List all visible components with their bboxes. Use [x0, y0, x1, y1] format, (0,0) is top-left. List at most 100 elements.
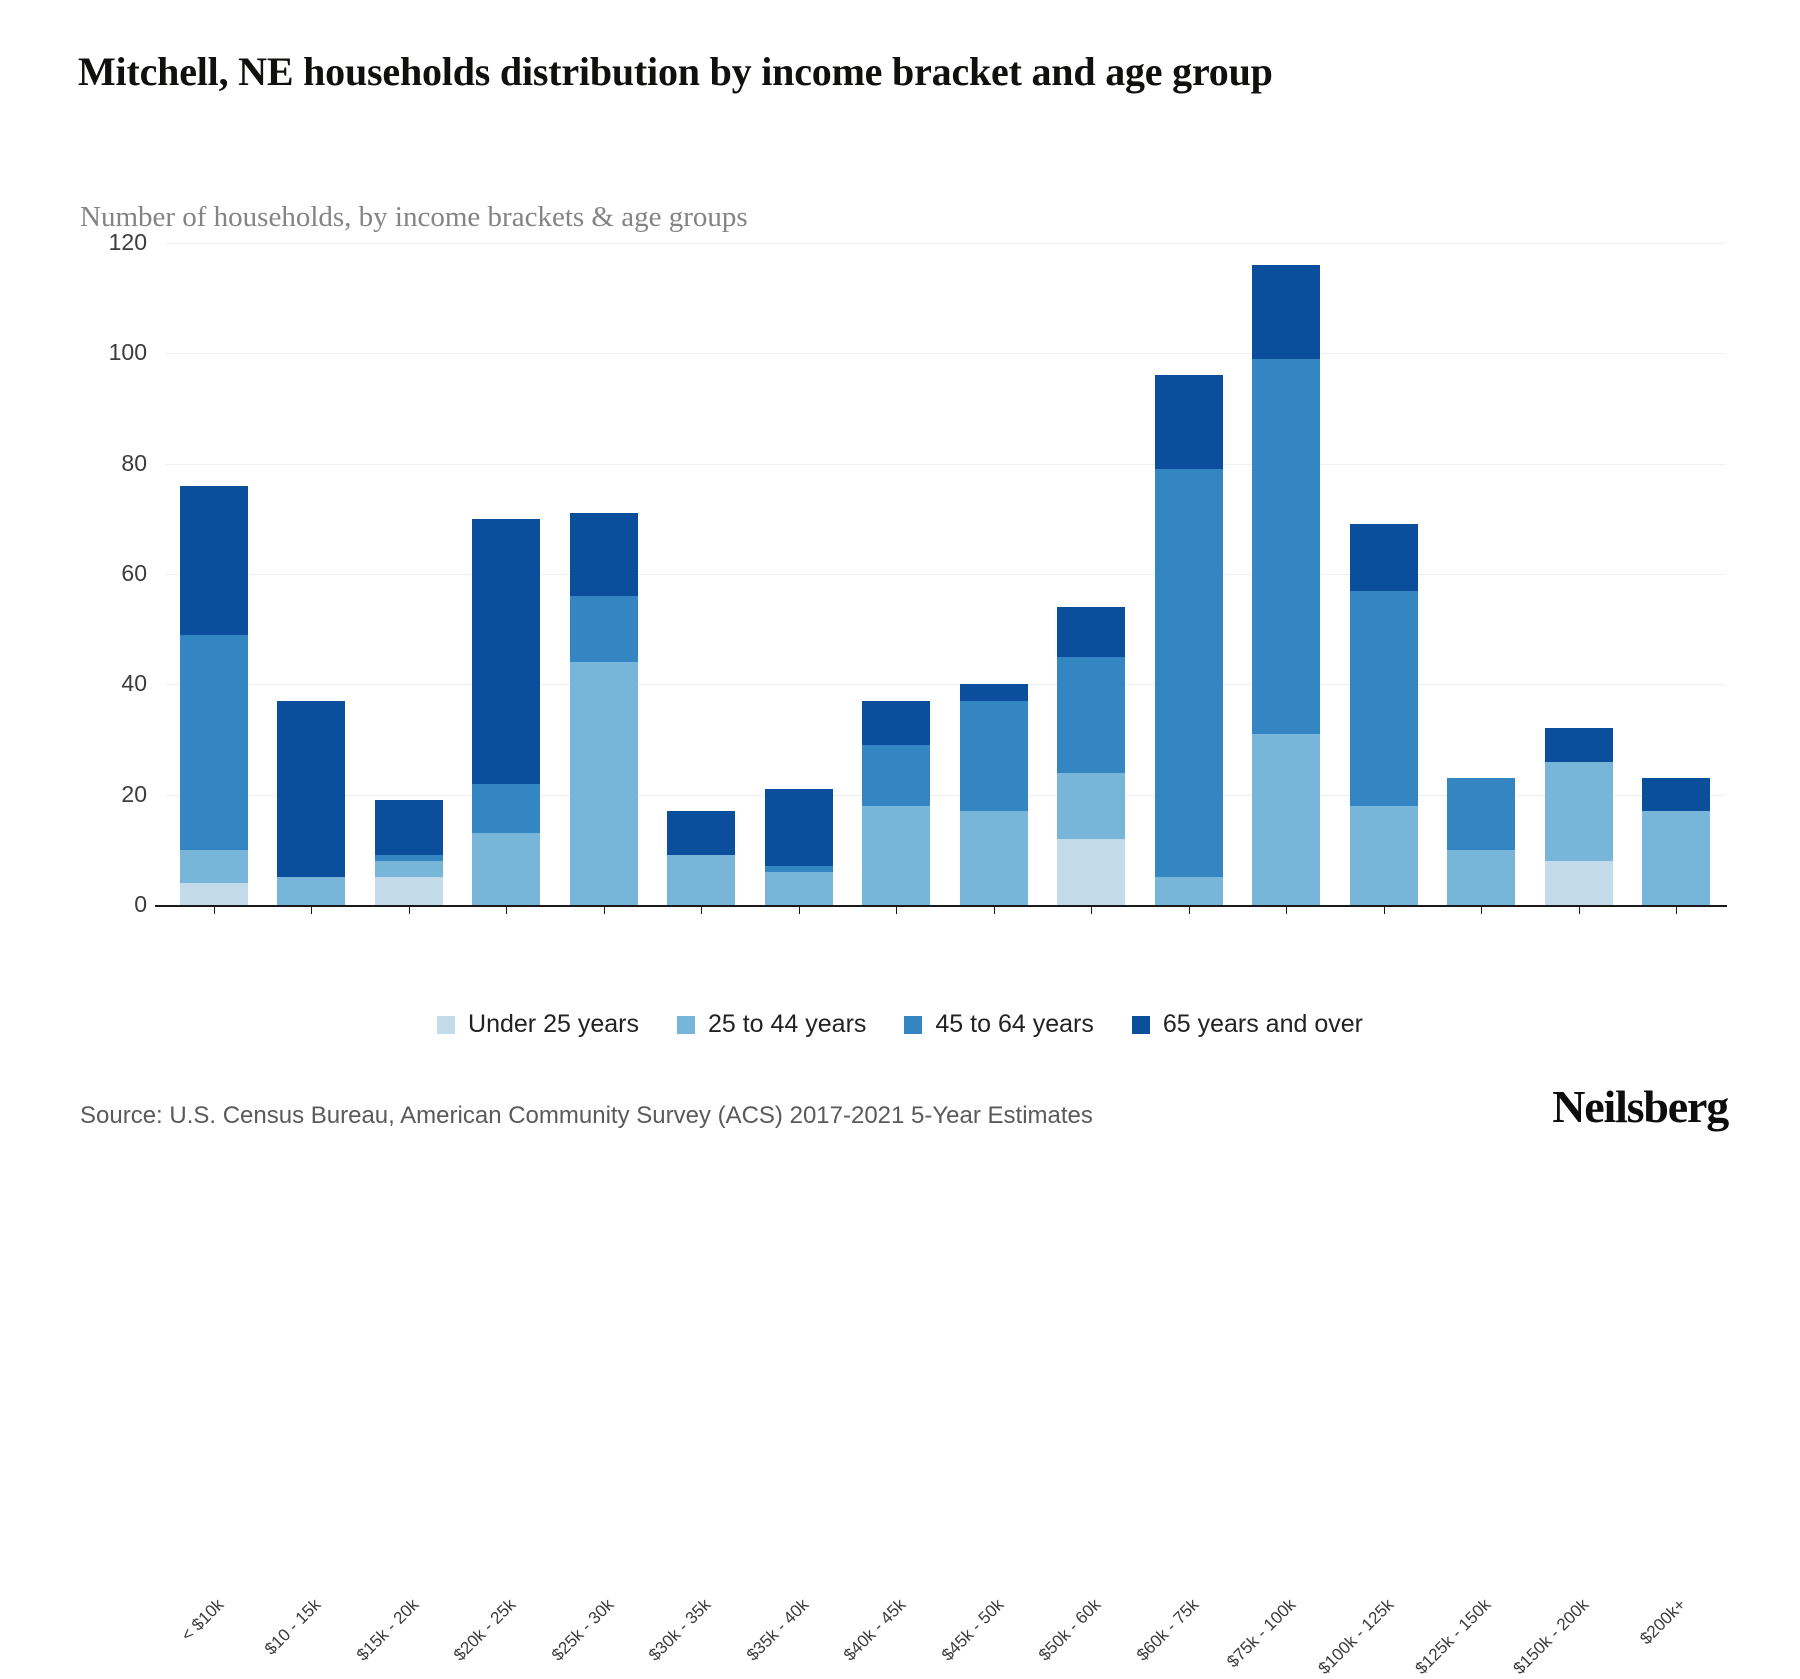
x-axis-tick [701, 905, 703, 914]
x-axis-tick-label: $75k - 100k [1223, 1595, 1300, 1672]
bar-segment[interactable] [277, 700, 346, 878]
bar-segment[interactable] [1349, 590, 1418, 806]
bar-segment[interactable] [667, 855, 736, 905]
bar-segment[interactable] [1447, 849, 1516, 905]
bar-segment[interactable] [1154, 469, 1223, 878]
legend-label: Under 25 years [468, 1010, 639, 1038]
bar-segment[interactable] [862, 805, 931, 905]
chart-legend: Under 25 years 25 to 44 years 45 to 64 yea… [0, 1010, 1800, 1039]
bar-segment[interactable] [1252, 265, 1321, 359]
bar-segment[interactable] [1057, 772, 1126, 839]
x-axis-tick [603, 905, 605, 914]
bar-segment[interactable] [764, 871, 833, 905]
bar-segment[interactable] [374, 855, 443, 861]
bar-stack[interactable] [667, 811, 736, 905]
gridline [165, 463, 1725, 465]
legend-item[interactable]: 65 years and over [1131, 1010, 1363, 1039]
bar-segment[interactable] [1154, 375, 1223, 470]
bar-stack[interactable] [862, 700, 931, 905]
y-axis-tick-label: 0 [134, 891, 147, 917]
legend-item[interactable]: Under 25 years [437, 1010, 639, 1039]
bar-segment[interactable] [472, 833, 541, 905]
x-axis-tick-label: < $10k [177, 1595, 228, 1645]
bar-stack[interactable] [277, 700, 346, 905]
legend-swatch-icon [904, 1015, 923, 1034]
y-axis-tick-label: 100 [108, 339, 147, 366]
x-axis-tick [1188, 905, 1190, 914]
bar-segment[interactable] [1057, 838, 1126, 905]
plot-area: 0 20 40 60 80 100 120 < $10k $10 - 15k $15k - 20… [109, 229, 1727, 1678]
bar-segment[interactable] [374, 877, 443, 905]
chart-page: Mitchell, NE households distribution by … [0, 49, 1800, 1678]
x-axis-tick [1578, 905, 1580, 914]
legend-swatch-icon [437, 1015, 456, 1034]
bar-segment[interactable] [1544, 761, 1613, 861]
legend-item[interactable]: 25 to 44 years [676, 1010, 866, 1039]
bar-stack[interactable] [1154, 375, 1223, 905]
x-axis-tick-label: $200k+ [1636, 1595, 1690, 1649]
x-axis-tick-label: $25k - 30k [547, 1595, 618, 1665]
bar-segment[interactable] [764, 866, 833, 872]
bar-segment[interactable] [179, 485, 248, 635]
x-axis-tick-label: $20k - 25k [450, 1595, 520, 1665]
y-axis-tick-label: 40 [121, 670, 147, 697]
bar-segment[interactable] [667, 811, 736, 856]
bar-segment[interactable] [959, 684, 1028, 701]
bar-stack[interactable] [1349, 524, 1418, 905]
bar-segment[interactable] [862, 745, 931, 806]
bar-stack[interactable] [179, 485, 248, 905]
bar-segment[interactable] [1154, 877, 1223, 905]
bar-stack[interactable] [472, 518, 541, 905]
bar-segment[interactable] [1349, 524, 1418, 591]
gridline [165, 684, 1725, 686]
bar-segment[interactable] [959, 811, 1028, 905]
bar-segment[interactable] [1642, 811, 1711, 905]
bar-segment[interactable] [569, 513, 638, 597]
legend-item[interactable]: 45 to 64 years [904, 1010, 1094, 1039]
y-axis-tick-label: 20 [121, 780, 147, 807]
bar-segment[interactable] [569, 596, 638, 663]
legend-label: 65 years and over [1162, 1010, 1363, 1038]
x-axis-tick-label: $40k - 45k [840, 1595, 910, 1665]
bar-series-container [165, 243, 1725, 905]
bar-stack[interactable] [1252, 265, 1321, 905]
bar-stack[interactable] [959, 684, 1028, 905]
legend-swatch-icon [676, 1015, 695, 1034]
bar-segment[interactable] [764, 789, 833, 867]
bar-stack[interactable] [1642, 778, 1711, 905]
bar-segment[interactable] [1252, 358, 1321, 734]
bar-segment[interactable] [1252, 733, 1321, 905]
x-axis-tick-label: $125k - 150k [1411, 1595, 1495, 1678]
page-subtitle: Number of households, by income brackets… [80, 201, 748, 233]
bar-segment[interactable] [959, 700, 1028, 812]
bar-segment[interactable] [1544, 860, 1613, 905]
bar-segment[interactable] [1544, 728, 1613, 762]
bar-segment[interactable] [1642, 778, 1711, 812]
bar-stack[interactable] [1057, 607, 1126, 905]
bar-segment[interactable] [472, 783, 541, 834]
bar-segment[interactable] [1349, 805, 1418, 905]
x-axis-tick [1286, 905, 1288, 914]
bar-stack[interactable] [1447, 778, 1516, 905]
x-axis-tick-label: $60k - 75k [1132, 1595, 1203, 1665]
bar-stack[interactable] [569, 513, 638, 905]
bar-segment[interactable] [179, 634, 248, 850]
bar-segment[interactable] [374, 800, 443, 856]
bar-segment[interactable] [277, 877, 346, 905]
bar-stack[interactable] [764, 789, 833, 905]
bar-segment[interactable] [862, 700, 931, 746]
bar-segment[interactable] [569, 662, 638, 905]
bar-segment[interactable] [374, 860, 443, 878]
x-axis-tick [408, 905, 410, 914]
bar-segment[interactable] [179, 849, 248, 883]
bar-segment[interactable] [472, 518, 541, 784]
bar-segment[interactable] [1447, 778, 1516, 850]
x-axis-tick [506, 905, 508, 914]
x-axis-tick [311, 905, 313, 914]
bar-segment[interactable] [1057, 656, 1126, 773]
x-axis-tick [1091, 905, 1093, 914]
bar-segment[interactable] [179, 882, 248, 905]
bar-segment[interactable] [1057, 607, 1126, 657]
bar-stack[interactable] [374, 800, 443, 905]
bar-stack[interactable] [1544, 728, 1613, 905]
